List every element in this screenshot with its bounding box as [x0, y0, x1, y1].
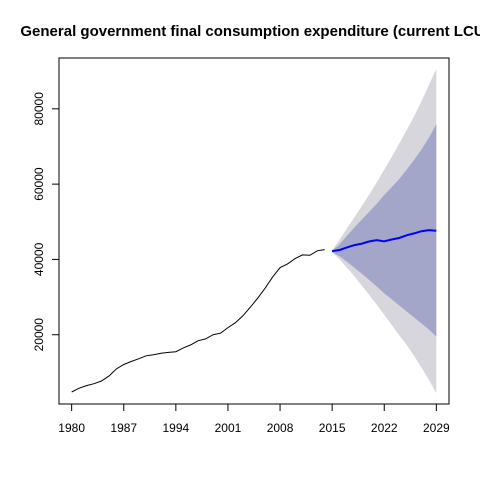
x-tick-label: 2029 — [423, 421, 450, 435]
forecast-line — [331, 229, 437, 253]
y-tick-label: 20000 — [32, 318, 46, 352]
history-line — [71, 249, 325, 393]
x-tick-label: 2022 — [371, 421, 398, 435]
x-tick-label: 2001 — [215, 421, 242, 435]
x-tick-label: 1980 — [58, 421, 85, 435]
chart-title: General government final consumption exp… — [20, 23, 480, 40]
series-lines — [71, 229, 437, 393]
y-tick-label: 80000 — [32, 92, 46, 126]
x-axis: 1980 1987 1994 2001 2008 2015 2022 2029 — [58, 403, 450, 435]
forecast-bands — [332, 68, 437, 394]
y-tick-label: 60000 — [32, 167, 46, 201]
x-tick-label: 2008 — [267, 421, 294, 435]
x-tick-label: 1987 — [110, 421, 137, 435]
band-80 — [332, 124, 437, 337]
x-tick-label: 1994 — [162, 421, 189, 435]
y-axis: 20000 40000 60000 80000 — [32, 92, 60, 352]
x-tick-label: 2015 — [319, 421, 346, 435]
y-tick-label: 40000 — [32, 242, 46, 276]
